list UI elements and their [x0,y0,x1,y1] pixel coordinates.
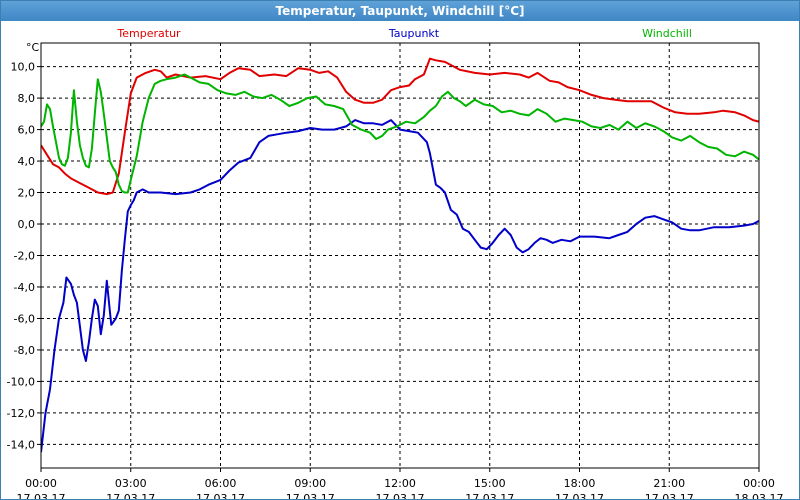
y-axis-unit: °C [26,41,40,54]
x-tick-time-label: 12:00 [384,477,416,490]
y-tick-label: -12,0 [7,407,35,420]
y-axis-ticks: 10,0 8,0 6,0 4,0 2,0 0,0 -2,0 -4,0 -6,0 -8,0 -10,0… [7,61,41,451]
line-chart: °C Temperatur Taupunkt Windchill 10,0 8,0 6,… [7,27,784,499]
x-tick-date-label: 18.03.17 [735,492,784,499]
legend: Temperatur Taupunkt Windchill [116,27,692,40]
y-tick-label: 4,0 [18,155,36,168]
x-tick-date-label: 17.03.17 [465,492,514,499]
x-tick-time-label: 06:00 [205,477,237,490]
x-tick-time-label: 15:00 [474,477,506,490]
x-tick-date-label: 17.03.17 [376,492,425,499]
plot-frame [40,42,760,469]
legend-item-temperatur: Temperatur [116,27,181,40]
x-tick-time-label: 00:00 [25,477,57,490]
x-tick-time-label: 03:00 [115,477,147,490]
y-tick-label: -14,0 [7,438,35,451]
y-tick-label: -10,0 [7,375,35,388]
y-tick-label: -8,0 [14,344,35,357]
x-axis-ticks: 00:00 17.03.17 03:00 17.03.17 06:00 17.03.17 0… [17,468,784,499]
x-tick-date-label: 17.03.17 [286,492,335,499]
y-tick-label: 8,0 [18,92,36,105]
y-tick-label: 2,0 [18,187,36,200]
x-tick-time-label: 18:00 [564,477,596,490]
x-tick-time-label: 21:00 [653,477,685,490]
legend-item-taupunkt: Taupunkt [388,27,440,40]
y-tick-label: 10,0 [11,61,36,74]
series-line-temperatur [41,57,759,196]
series-line-windchill [41,73,759,194]
x-tick-date-label: 17.03.17 [17,492,66,499]
window-title: Temperatur, Taupunkt, Windchill [°C] [1,1,799,21]
y-tick-label: 0,0 [18,218,36,231]
legend-item-windchill: Windchill [642,27,692,40]
x-tick-date-label: 17.03.17 [555,492,604,499]
y-tick-label: -4,0 [14,281,35,294]
x-tick-date-label: 17.03.17 [645,492,694,499]
y-tick-label: -6,0 [14,312,35,325]
x-tick-time-label: 00:00 [743,477,775,490]
series-line-taupunkt [41,119,759,453]
x-tick-time-label: 09:00 [294,477,326,490]
y-tick-label: -2,0 [14,250,35,263]
x-tick-date-label: 17.03.17 [106,492,155,499]
x-tick-date-label: 17.03.17 [196,492,245,499]
grid [41,43,759,468]
series-group [41,57,759,453]
y-tick-label: 6,0 [18,124,36,137]
